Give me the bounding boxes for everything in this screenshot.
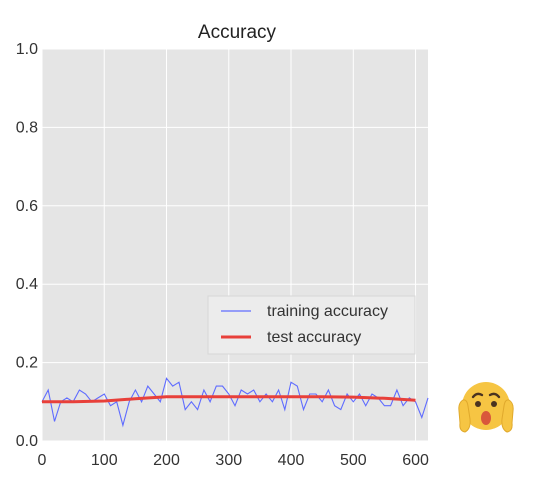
y-tick-label: 0.2 xyxy=(16,355,38,372)
chart-title: Accuracy xyxy=(198,22,277,43)
series-line-test-accuracy xyxy=(42,395,416,404)
emoji-left-hand xyxy=(458,399,471,433)
plot-area xyxy=(42,49,428,441)
y-axis-ticks: 0.0 0.2 0.4 0.6 0.8 1.0 xyxy=(16,41,38,450)
y-tick-label: 0.0 xyxy=(16,433,38,450)
y-tick-label: 0.6 xyxy=(16,198,38,215)
legend: training accuracy test accuracy xyxy=(207,295,416,355)
x-tick-label: 600 xyxy=(402,452,429,469)
legend-label-test-accuracy: test accuracy xyxy=(267,329,361,346)
x-tick-label: 100 xyxy=(91,452,118,469)
gridlines xyxy=(41,48,428,442)
x-tick-label: 300 xyxy=(215,452,242,469)
face-screaming-in-fear-emoji xyxy=(458,382,514,433)
emoji-left-eye xyxy=(475,401,481,407)
emoji-left-brow xyxy=(471,392,484,399)
y-tick-label: 1.0 xyxy=(16,41,38,58)
y-tick-label: 0.4 xyxy=(16,276,38,293)
x-tick-label: 200 xyxy=(153,452,180,469)
x-tick-label: 0 xyxy=(38,452,47,469)
emoji-right-hand xyxy=(501,399,514,433)
x-tick-label: 400 xyxy=(278,452,305,469)
legend-box xyxy=(207,295,416,355)
emoji-mouth xyxy=(481,411,491,425)
x-tick-label: 500 xyxy=(340,452,367,469)
x-axis-ticks: 0 100 200 300 400 500 600 xyxy=(38,452,429,469)
legend-label-training-accuracy: training accuracy xyxy=(267,303,388,320)
emoji-right-brow xyxy=(488,392,501,399)
emoji-right-eye xyxy=(491,401,497,407)
y-tick-label: 0.8 xyxy=(16,119,38,136)
series-line-training-accuracy xyxy=(41,377,429,428)
emoji-face xyxy=(462,382,510,430)
